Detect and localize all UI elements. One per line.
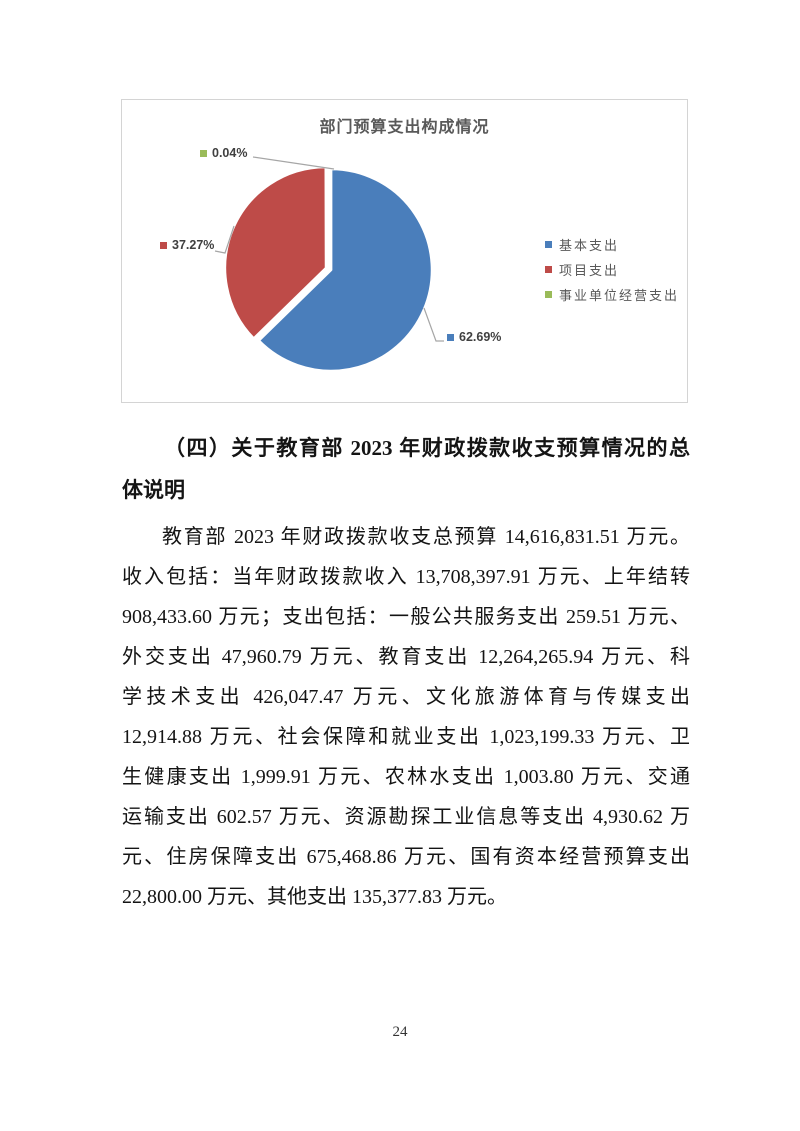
legend-basic-label: 基本支出 [559, 238, 620, 253]
data-label-basic-value: 62.69% [459, 330, 502, 344]
page-number: 24 [392, 1024, 408, 1040]
document-body: （四）关于教育部 2023 年财政拨款收支预算情况的总 体说明 教育部 2023… [122, 427, 690, 917]
chart-legend: 基本支出 项目支出 事业单位经营支出 [545, 232, 679, 307]
budget-paragraph: 教育部 2023 年财政拨款收支总预算 14,616,831.51 万元。 收入… [122, 517, 690, 917]
paragraph-line: 运输支出 602.57 万元、资源勘探工业信息等支出 4,930.62 万 [122, 806, 690, 828]
chart-title: 部门预算支出构成情况 [319, 119, 490, 136]
pie-chart-panel: 部门预算支出构成情况 0.04% 37.27% 62.69% 基本支出 项目支出 [121, 99, 688, 403]
paragraph-line: 教育部 2023 年财政拨款收支总预算 14,616,831.51 万元。 [162, 526, 690, 548]
legend-item-basic: 基本支出 [545, 232, 679, 257]
paragraph-line: 22,800.00 万元、其他支出 135,377.83 万元。 [122, 886, 507, 908]
data-label-operating-value: 0.04% [212, 146, 248, 160]
pie-slices [223, 165, 434, 373]
project-swatch-icon [160, 241, 167, 249]
data-label-project-value: 37.27% [172, 238, 215, 252]
paragraph-line: 收入包括：当年财政拨款收入 13,708,397.91 万元、上年结转 [122, 566, 690, 588]
paragraph-line: 908,433.60 万元；支出包括：一般公共服务支出 259.51 万元、 [122, 606, 690, 628]
paragraph-line: 元、住房保障支出 675,468.86 万元、国有资本经营预算支出 [122, 846, 690, 868]
basic-swatch-icon [447, 333, 454, 341]
data-label-basic: 62.69% [447, 330, 501, 344]
data-label-operating: 0.04% [200, 146, 247, 160]
data-label-project: 37.27% [160, 238, 214, 252]
legend-basic-swatch-icon [545, 241, 552, 248]
section-heading-line-1: （四）关于教育部 2023 年财政拨款收支预算情况的总 [164, 436, 690, 460]
leader-line-operating [252, 156, 335, 170]
section-heading-line-2: 体说明 [122, 478, 185, 502]
legend-item-operating: 事业单位经营支出 [545, 282, 679, 307]
leader-line-project [214, 225, 235, 254]
leader-line-basic [423, 307, 444, 342]
paragraph-line: 生健康支出 1,999.91 万元、农林水支出 1,003.80 万元、交通 [122, 766, 690, 788]
legend-project-swatch-icon [545, 266, 552, 273]
pie-chart [214, 156, 444, 373]
paragraph-line: 12,914.88 万元、社会保障和就业支出 1,023,199.33 万元、卫 [122, 726, 690, 748]
legend-operating-label: 事业单位经营支出 [559, 288, 680, 303]
legend-item-project: 项目支出 [545, 257, 679, 282]
paragraph-line: 学技术支出 426,047.47 万元、文化旅游体育与传媒支出 [122, 686, 690, 708]
operating-swatch-icon [200, 149, 207, 157]
legend-project-label: 项目支出 [559, 263, 620, 278]
legend-operating-swatch-icon [545, 291, 552, 298]
paragraph-line: 外交支出 47,960.79 万元、教育支出 12,264,265.94 万元、… [122, 646, 690, 668]
